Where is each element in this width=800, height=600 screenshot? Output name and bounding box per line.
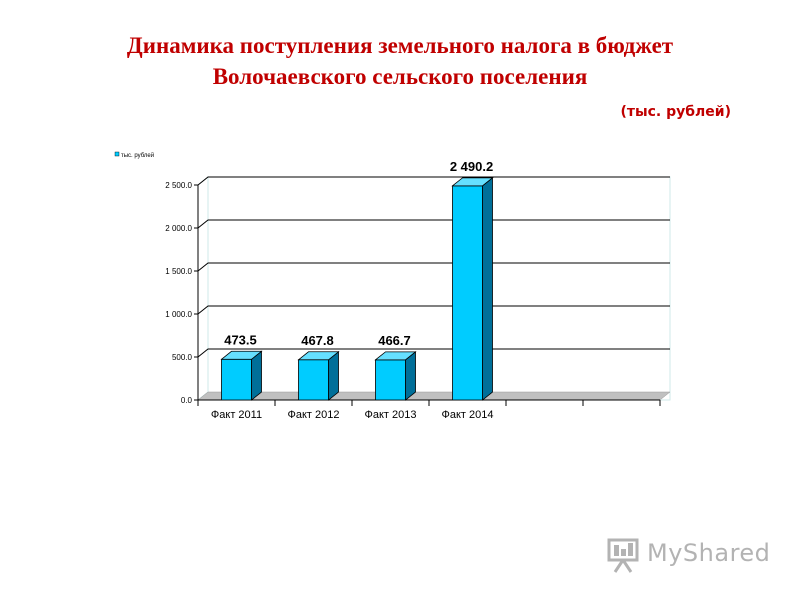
bar-top [374, 351, 417, 361]
y-tick-label: 2 500.0 [165, 181, 192, 190]
y-tick-label: 2 000.0 [165, 224, 192, 233]
category-label: Факт 2014 [442, 409, 494, 421]
category-label: Факт 2012 [288, 409, 340, 421]
plot-back-wall [207, 176, 671, 401]
y-tick-label: 500.0 [172, 353, 193, 362]
legend: тыс. рублей [114, 151, 154, 159]
data-label: 466.7 [378, 333, 411, 348]
category-label: Факт 2013 [365, 409, 417, 421]
bar-2 [374, 351, 417, 401]
y-tick-label: 1 000.0 [165, 310, 192, 319]
logo-text: MyShared [647, 539, 771, 567]
category-label: Факт 2011 [211, 409, 262, 421]
plot-floor [197, 391, 671, 401]
gridline-4 [197, 219, 670, 229]
bar-front [375, 359, 406, 401]
bar-top [220, 350, 263, 360]
gridline-3 [197, 262, 670, 272]
gridline-5 [197, 176, 670, 186]
legend-swatch [114, 151, 120, 157]
data-label: 467.8 [301, 333, 334, 348]
bar-side [482, 177, 493, 401]
bar-front [298, 359, 329, 401]
title-line-1: Динамика поступления земельного налога в… [126, 33, 674, 58]
bar-0 [220, 350, 263, 401]
legend-label: тыс. рублей [121, 152, 154, 159]
gridline-2 [197, 305, 670, 315]
myshared-logo: MyShared [603, 537, 770, 573]
bar-top [297, 351, 340, 361]
title-line-2: Волочаевского сельского поселения [212, 64, 588, 89]
bar-1 [297, 350, 340, 401]
bar-3 [451, 177, 494, 401]
data-label: 2 490.2 [450, 159, 493, 174]
y-tick-label: 0.0 [181, 396, 193, 405]
bar-front [452, 185, 483, 401]
bar-front [221, 358, 252, 401]
bar-top [451, 177, 494, 187]
data-label: 473.5 [224, 332, 257, 347]
presentation-board-icon [607, 538, 639, 573]
chart-title: Динамика поступления земельного налога в… [0, 30, 800, 92]
y-tick-label: 1 500.0 [165, 267, 192, 276]
units-label: (тыс. рублей) [620, 104, 731, 120]
plot-side-wall [197, 175, 209, 402]
gridline-1 [197, 348, 670, 358]
